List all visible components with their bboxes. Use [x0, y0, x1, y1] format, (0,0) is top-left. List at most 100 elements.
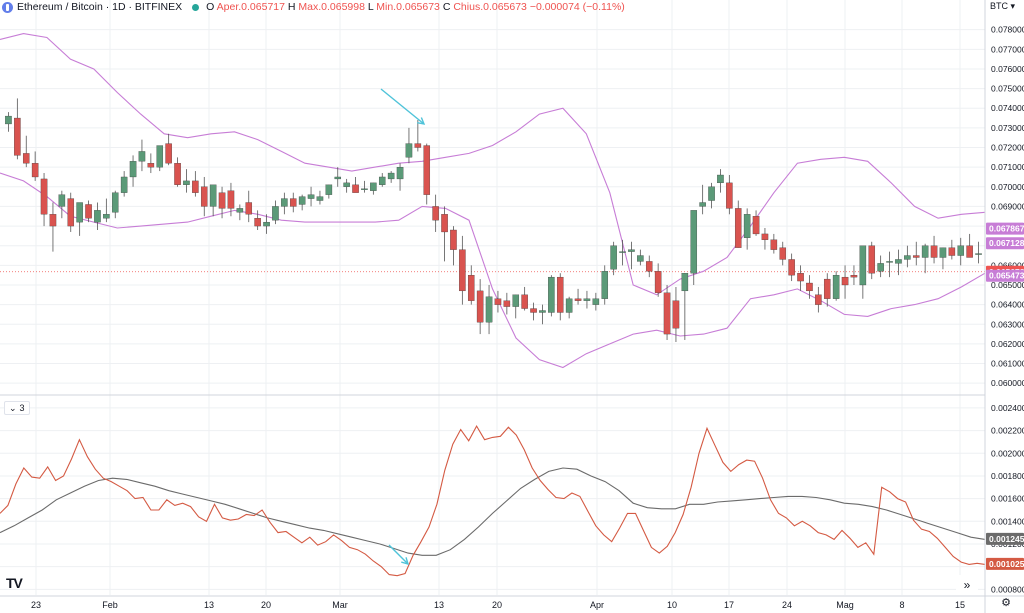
- price-tick-label: 0.069000: [991, 201, 1024, 211]
- scroll-to-realtime-button[interactable]: »: [956, 575, 978, 595]
- candle-body: [298, 196, 306, 205]
- oscillator-tick-label: 0.002200: [991, 426, 1024, 436]
- candle: [378, 173, 386, 187]
- candle: [103, 198, 110, 223]
- candle-body: [227, 190, 235, 209]
- candle: [850, 265, 858, 285]
- ethereum-icon: [2, 1, 13, 13]
- candle-body: [459, 249, 466, 292]
- candle: [129, 155, 137, 187]
- candle-body: [396, 166, 404, 180]
- candle-body: [886, 261, 893, 263]
- candle-body: [690, 210, 698, 274]
- gear-icon[interactable]: ⚙: [1001, 597, 1011, 609]
- symbol-title[interactable]: Ethereum / Bitcoin · 1D · BITFINEX: [17, 1, 183, 13]
- candle: [815, 286, 822, 313]
- candle: [663, 284, 671, 340]
- candle: [503, 292, 511, 315]
- candle: [85, 200, 92, 223]
- candle: [147, 153, 155, 174]
- candle: [67, 192, 75, 232]
- candle-body: [494, 298, 502, 305]
- price-axis[interactable]: 0.078000 0.077000 0.076000 0.075000 0.074000…: [991, 25, 1024, 595]
- candle: [717, 169, 724, 193]
- candle-body: [672, 300, 680, 329]
- candle-body: [476, 290, 484, 323]
- time-tick-label: 10: [667, 600, 677, 610]
- candle: [254, 210, 261, 230]
- candle: [610, 241, 617, 276]
- upper-band: [0, 33, 986, 296]
- candle: [797, 265, 804, 291]
- change-value: −0.000074 (−0.11%): [529, 1, 625, 13]
- study-legend-toggle[interactable]: ⌄ 3: [4, 401, 30, 415]
- candle-body: [441, 214, 448, 233]
- candle-body: [628, 249, 635, 252]
- annotations: [380, 88, 426, 566]
- candle: [40, 173, 48, 227]
- currency-selector[interactable]: BTC ▾: [990, 1, 1015, 12]
- candle-body: [797, 273, 804, 282]
- candle: [494, 290, 502, 313]
- candle-body: [192, 180, 199, 193]
- slow-line: [0, 467, 986, 556]
- candle: [832, 271, 840, 301]
- time-tick-label: 24: [782, 600, 792, 610]
- candle: [672, 286, 680, 342]
- ohlc-values: O Aper.0.065717 H Max.0.065998 L Min.0.0…: [206, 1, 625, 13]
- candle-body: [22, 153, 30, 164]
- oscillator-tick-label: 0.001400: [991, 516, 1024, 526]
- candle-body: [717, 174, 724, 184]
- candle: [31, 151, 39, 181]
- candle-body: [245, 202, 253, 215]
- candle: [209, 184, 217, 217]
- candle-body: [841, 276, 849, 286]
- candle: [628, 241, 635, 270]
- bollinger-bands: [0, 33, 986, 369]
- badge-text: 0.001245: [989, 534, 1024, 544]
- candle: [904, 245, 911, 268]
- candle-body: [601, 271, 609, 299]
- price-badges: 0.0678670.0671280.0656730.0654730.001245…: [986, 222, 1024, 570]
- candle-body: [450, 229, 457, 250]
- candle-body: [361, 188, 368, 190]
- close-value: Chius.0.065673: [453, 1, 527, 13]
- close-label: C: [442, 1, 451, 13]
- candle: [743, 208, 751, 250]
- time-axis[interactable]: 23 Feb 13 20 Mar 13 20 Apr 10 17 24 Mag 8 15: [31, 600, 965, 610]
- badge-text: 0.067867: [989, 224, 1024, 234]
- candle: [645, 255, 653, 278]
- fast-line: [0, 424, 986, 577]
- candle-body: [111, 192, 119, 213]
- low-label: L: [367, 1, 374, 13]
- lower-band-badge: 0.065473: [986, 269, 1024, 282]
- candle: [245, 190, 253, 223]
- candle: [192, 171, 199, 197]
- candle: [592, 292, 600, 311]
- price-tick-label: 0.072000: [991, 143, 1024, 153]
- candle-body: [467, 275, 475, 301]
- candle: [859, 245, 867, 299]
- candle: [450, 226, 457, 266]
- candle-body: [209, 184, 217, 207]
- candle-body: [316, 196, 324, 201]
- candle: [601, 265, 609, 305]
- badge-text: 0.065473: [989, 271, 1024, 281]
- arrow-annotation: [380, 88, 426, 125]
- candle-body: [289, 198, 297, 207]
- candle-body: [708, 186, 715, 201]
- open-value: Aper.0.065717: [216, 1, 285, 13]
- tradingview-logo[interactable]: TV: [6, 575, 23, 591]
- candle: [343, 178, 350, 193]
- candle: [316, 190, 324, 205]
- price-tick-label: 0.078000: [991, 25, 1024, 35]
- candle: [22, 135, 30, 168]
- candle: [298, 194, 306, 211]
- candle-body: [663, 292, 671, 335]
- candle-body: [574, 298, 582, 301]
- candle-body: [654, 271, 662, 293]
- low-value: Min.0.065673: [376, 1, 440, 13]
- candle-body: [85, 204, 92, 219]
- candle: [806, 275, 813, 299]
